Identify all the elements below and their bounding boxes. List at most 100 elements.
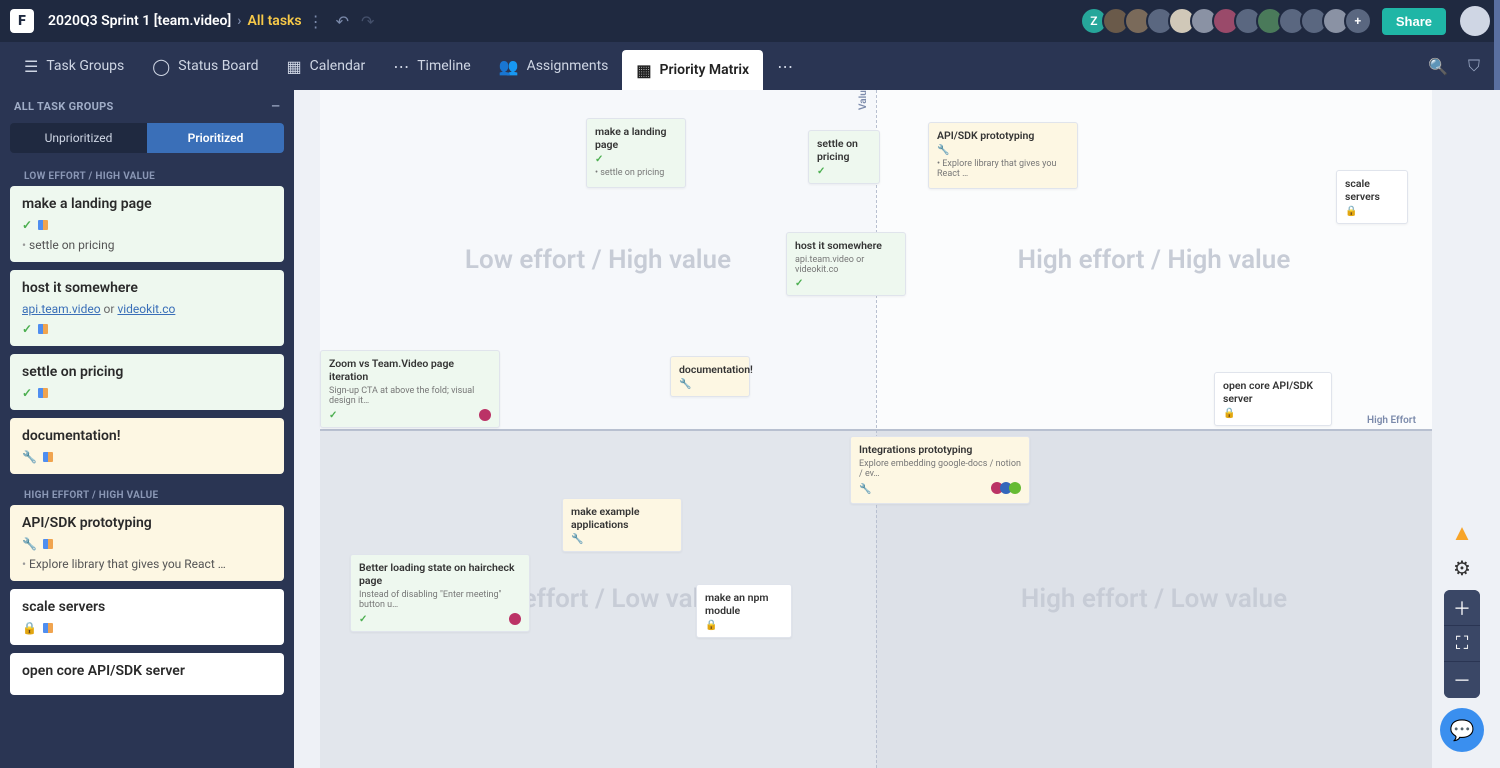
check-icon: ✓ [817,166,825,177]
tab-timeline[interactable]: ⋯Timeline [379,42,484,90]
task-card[interactable]: host it somewhereapi.team.video or video… [10,270,284,346]
matrix-card-icons: 🔧 [937,145,1069,156]
task-card[interactable]: API/SDK prototyping🔧Explore library that… [10,505,284,581]
top-bar: F 2020Q3 Sprint 1 [team.video] › All tas… [0,0,1500,42]
tab-label: Priority Matrix [660,62,750,78]
matrix-card-title: Better loading state on haircheck page [359,561,521,587]
search-icon[interactable]: 🔍 [1418,51,1458,82]
matrix-card[interactable]: open core API/SDK server🔒 [1214,372,1332,426]
tab-label: Assignments [527,58,609,74]
task-status-icons: ✓ [22,322,272,336]
axis-horizontal [320,429,1432,431]
matrix-card-icons: ✓ [329,409,491,421]
task-card[interactable]: documentation! 🔧 [10,418,284,474]
matrix-card[interactable]: host it somewhereapi.team.video or video… [786,232,906,296]
more-tabs-button[interactable]: ⋯ [763,42,807,90]
matrix-card-icons: 🔒 [1345,206,1399,217]
sidebar-group-header: HIGH EFFORT / HIGH VALUE [10,482,284,505]
matrix-card-subtitle: Sign-up CTA at above the fold; visual de… [329,386,491,406]
lock-icon: 🔒 [1345,206,1357,217]
tab-priority-matrix[interactable]: ▦Priority Matrix [622,50,763,90]
matrix-card[interactable]: Zoom vs Team.Video page iterationSign-up… [320,350,500,428]
task-title: documentation! [22,428,272,444]
color-badge-icon [43,452,53,462]
app-logo[interactable]: F [10,9,34,33]
breadcrumb: 2020Q3 Sprint 1 [team.video] › All tasks [48,13,302,29]
matrix-card-title: Integrations prototyping [859,443,1021,456]
matrix-card-title: API/SDK prototyping [937,129,1069,142]
more-vert-icon[interactable]: ⋮ [302,8,330,35]
breadcrumb-project[interactable]: 2020Q3 Sprint 1 [team.video] [48,13,231,29]
settings-icon[interactable]: ⚙ [1453,556,1471,580]
lock-icon: 🔒 [705,620,717,631]
matrix-card-title: make an npm module [705,591,783,617]
task-card[interactable]: scale servers🔒 [10,589,284,645]
matrix-card-title: make example applications [571,505,673,531]
matrix-card-icons: 🔒 [705,620,783,631]
profile-avatar[interactable] [1460,6,1490,36]
task-card[interactable]: make a landing page✓settle on pricing [10,186,284,262]
matrix-card[interactable]: make example applications 🔧 [562,498,682,552]
task-card[interactable]: open core API/SDK server [10,653,284,695]
matrix-card[interactable]: documentation!🔧 [670,356,750,397]
wrench-icon: 🔧 [22,450,37,464]
check-icon: ✓ [22,386,32,400]
matrix-card[interactable]: Better loading state on haircheck page In… [350,554,530,632]
share-button[interactable]: Share [1382,8,1446,35]
floating-controls: ▲ ⚙ ＋ ⛶ － 💬 [1440,520,1484,752]
matrix-card-subtitle: Explore embedding google-docs / notion /… [859,459,1021,479]
matrix-card-subtask: • Explore library that gives you React … [937,159,1069,179]
chevron-right-icon: › [237,13,241,29]
zoom-out-button[interactable]: － [1444,662,1480,698]
toggle-unprioritized[interactable]: Unprioritized [10,123,147,153]
matrix-card-title: settle on pricing [817,137,871,163]
task-title: open core API/SDK server [22,663,272,679]
matrix-card-icons: ✓ [817,166,871,177]
redo-icon[interactable]: ↷ [355,8,380,35]
toggle-prioritized[interactable]: Prioritized [147,123,284,153]
tab-task-groups[interactable]: ☰Task Groups [10,42,138,90]
color-badge-icon [43,539,53,549]
color-badge-icon [43,623,53,633]
task-card[interactable]: settle on pricing✓ [10,354,284,410]
matrix-card[interactable]: make an npm module 🔒 [696,584,792,638]
matrix-card-icons: 🔧 [571,534,673,545]
breadcrumb-current[interactable]: All tasks [248,13,302,29]
tab-assignments[interactable]: 👥Assignments [485,42,623,90]
tab-label: Status Board [178,58,258,74]
matrix-card-subtitle: Instead of disabling "Enter meeting" but… [359,590,521,610]
task-title: make a landing page [22,196,272,212]
matrix-card[interactable]: API/SDK prototyping 🔧 • Explore library th… [928,122,1078,189]
matrix-card[interactable]: settle on pricing ✓ [808,130,880,184]
tab-calendar[interactable]: ▦Calendar [273,42,380,90]
add-collaborator-button[interactable]: + [1344,7,1372,35]
undo-icon[interactable]: ↶ [330,8,355,35]
sidebar-group-header: LOW EFFORT / HIGH VALUE [10,163,284,186]
priority-matrix: Low effort / High value High effort / Hi… [294,90,1500,768]
zoom-in-button[interactable]: ＋ [1444,590,1480,626]
tab-label: Calendar [310,58,366,74]
chat-help-button[interactable]: 💬 [1440,708,1484,752]
matrix-card-title: documentation! [679,363,741,376]
filter-icon[interactable]: ⛉ [1458,50,1490,82]
matrix-card[interactable]: Integrations prototyping Explore embeddin… [850,436,1030,504]
assignee-avatar [479,409,491,421]
warning-icon[interactable]: ▲ [1451,520,1473,546]
matrix-card-icons: ✓ [595,154,677,165]
task-title: host it somewhere [22,280,272,296]
task-title: scale servers [22,599,272,615]
sidebar-header: ALL TASK GROUPS — [0,90,294,123]
axis-label-value: Value [858,90,869,110]
wrench-icon: 🔧 [22,537,37,551]
matrix-card-subtitle: api.team.video or videokit.co [795,255,897,275]
collaborator-avatars[interactable]: Z+ [1086,7,1372,35]
matrix-card-icons: ✓ [795,278,897,289]
prioritize-toggle[interactable]: Unprioritized Prioritized [10,123,284,153]
collapse-icon[interactable]: — [271,100,280,113]
fit-screen-button[interactable]: ⛶ [1444,626,1480,662]
matrix-canvas[interactable]: Low effort / High value High effort / Hi… [320,90,1432,768]
matrix-card[interactable]: scale servers🔒 [1336,170,1408,224]
tab-status-board[interactable]: ◯Status Board [138,42,272,90]
check-icon: ✓ [22,322,32,336]
matrix-card[interactable]: make a landing page✓• settle on pricing [586,118,686,188]
